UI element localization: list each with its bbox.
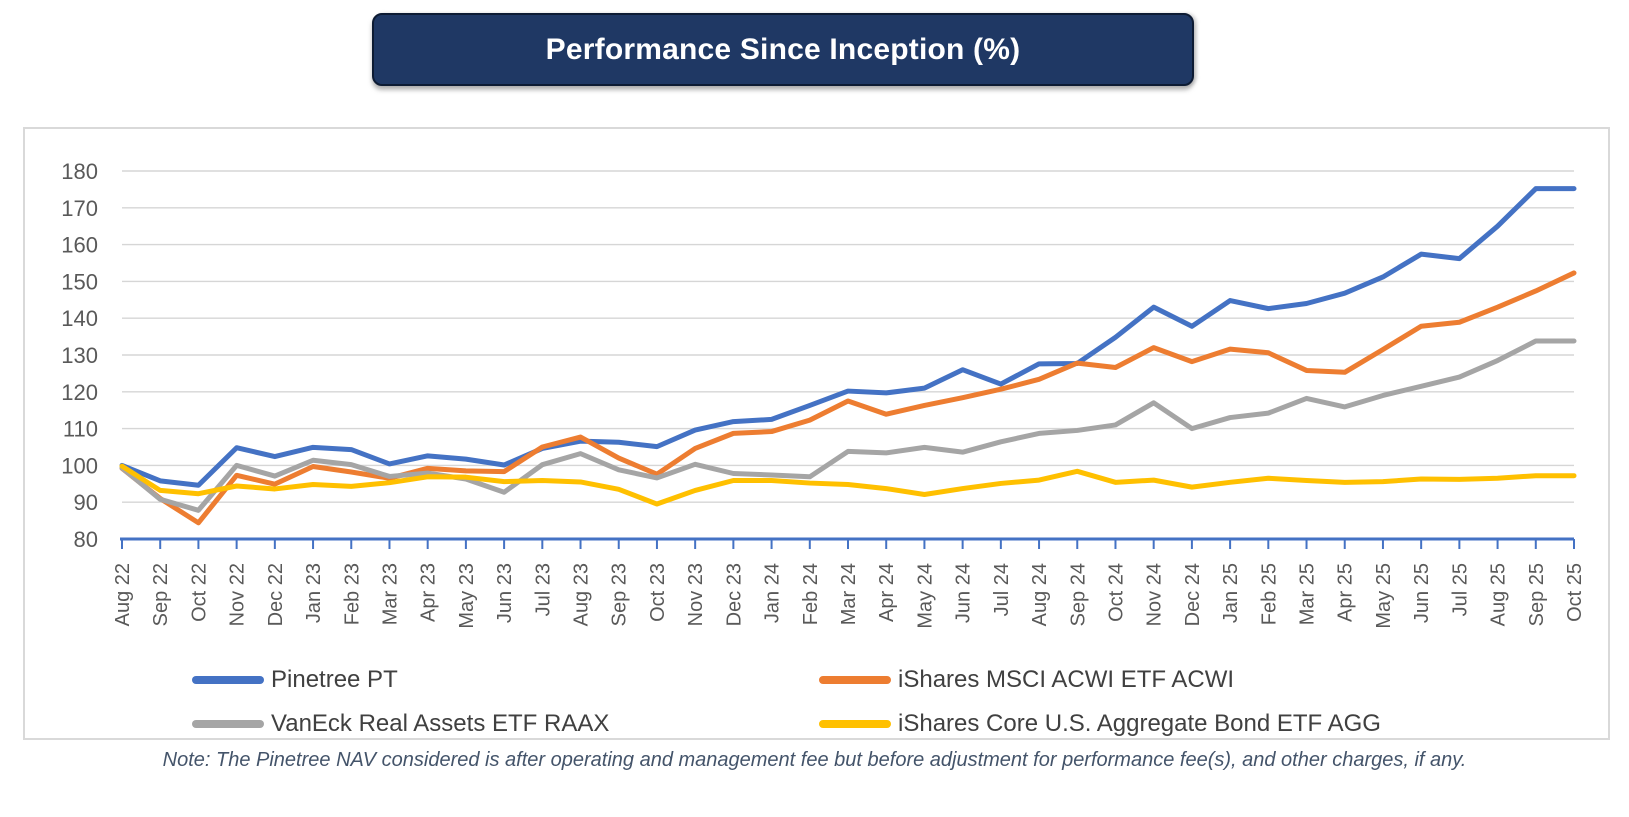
y-axis-tick-label: 110: [63, 417, 98, 442]
x-axis-tick-label: Oct 22: [188, 563, 210, 622]
x-axis-tick-label: Oct 25: [1564, 563, 1586, 622]
legend-item-pinetree: Pinetree PT: [192, 665, 398, 695]
x-axis-tick-label: May 24: [914, 563, 936, 629]
x-axis-tick-label: Jan 25: [1220, 563, 1242, 623]
x-axis-tick-label: Aug 25: [1488, 563, 1510, 626]
legend-label: iShares MSCI ACWI ETF ACWI: [898, 666, 1235, 693]
x-axis-tick-label: Aug 24: [1029, 563, 1051, 626]
series-line-ishares: [119, 270, 1577, 526]
legend-item-raax: VanEck Real Assets ETF RAAX: [192, 709, 609, 739]
raax-line-swatch: [192, 720, 264, 728]
x-axis-tick-label: Nov 22: [227, 563, 249, 626]
x-axis-tick-label: Oct 23: [647, 563, 669, 622]
x-axis-tick-label: Feb 25: [1258, 563, 1280, 625]
chart-panel: 80 90 100 110 120 130 140 150 160 170 180 Aug 22 Sep…: [23, 127, 1610, 740]
acwi-line-swatch: [819, 676, 891, 684]
pinetree-line-swatch: [192, 676, 264, 684]
x-axis-tick-label: Dec 24: [1182, 563, 1204, 626]
y-axis-tick-label: 130: [61, 343, 98, 368]
x-axis-tick-label: Jun 24: [953, 563, 975, 623]
x-axis-tick-label: Oct 24: [1105, 563, 1127, 622]
y-axis-tick-label: 160: [61, 233, 98, 258]
x-axis-tick-label: Sep 24: [1067, 563, 1089, 626]
title-banner: Performance Since Inception (%): [372, 13, 1194, 86]
y-axis-tick-label: 100: [61, 453, 98, 478]
x-axis-tick-label: Dec 22: [265, 563, 287, 626]
x-axis-tick-label: Feb 24: [800, 563, 822, 625]
x-axis-tick-label: Aug 23: [571, 563, 593, 626]
x-axis-tick-label: May 25: [1373, 563, 1395, 629]
chart-title: Performance Since Inception (%): [545, 32, 1021, 66]
x-axis-tick-label: Mar 24: [838, 563, 860, 625]
x-axis-tick-label: Aug 22: [112, 563, 134, 626]
agg-line-swatch: [819, 720, 891, 728]
x-axis-tick-label: Apr 24: [876, 563, 898, 622]
y-axis-tick-label: 140: [61, 306, 98, 331]
y-axis-tick-label: 90: [74, 490, 98, 515]
x-axis-tick-label: Jul 23: [532, 563, 554, 616]
y-axis-tick-label: 150: [61, 269, 98, 294]
series-line-pinetree: [119, 186, 1577, 488]
x-axis-tick-label: Sep 23: [609, 563, 631, 626]
legend-label: Pinetree PT: [271, 666, 398, 693]
x-axis-tick-label: Feb 23: [341, 563, 363, 625]
x-axis-tick-label: Jul 25: [1449, 563, 1471, 616]
legend-item-acwi: iShares MSCI ACWI ETF ACWI: [819, 665, 1234, 695]
x-axis-tick-label: Apr 23: [418, 563, 440, 622]
y-axis-tick-label: 80: [74, 527, 98, 552]
x-axis-tick-label: Mar 25: [1297, 563, 1319, 625]
x-axis-tick-label: Jul 24: [991, 563, 1013, 616]
legend-item-agg: iShares Core U.S. Aggregate Bond ETF AGG: [819, 709, 1381, 739]
footnote: Note: The Pinetree NAV considered is aft…: [162, 749, 1467, 771]
line-chart: 80 90 100 110 120 130 140 150 160 170 180 Aug 22 Sep…: [61, 159, 1586, 629]
x-axis-tick-label: Jan 24: [762, 563, 784, 623]
y-axis-tick-label: 180: [61, 159, 98, 184]
x-axis-tick-label: Apr 25: [1335, 563, 1357, 622]
x-axis-tick-label: Nov 23: [685, 563, 707, 626]
x-axis-tick-label: Sep 22: [150, 563, 172, 626]
x-axis-tick-label: Dec 23: [723, 563, 745, 626]
x-axis-tick-label: Jun 23: [494, 563, 516, 623]
legend-label: iShares Core U.S. Aggregate Bond ETF AGG: [898, 710, 1381, 737]
x-axis-tick-label: Sep 25: [1526, 563, 1548, 626]
x-axis-tick-label: Mar 23: [379, 563, 401, 625]
series-line-ishares: [119, 463, 1577, 507]
x-axis-tick-label: Nov 24: [1144, 563, 1166, 626]
y-axis-tick-label: 120: [61, 380, 98, 405]
y-axis-tick-label: 170: [61, 196, 98, 221]
series-line-vaneck: [119, 338, 1577, 513]
legend-label: VanEck Real Assets ETF RAAX: [271, 710, 610, 737]
x-axis-tick-label: May 23: [456, 563, 478, 629]
x-axis-tick-label: Jan 23: [303, 563, 325, 623]
x-axis-tick-label: Jun 25: [1411, 563, 1433, 623]
